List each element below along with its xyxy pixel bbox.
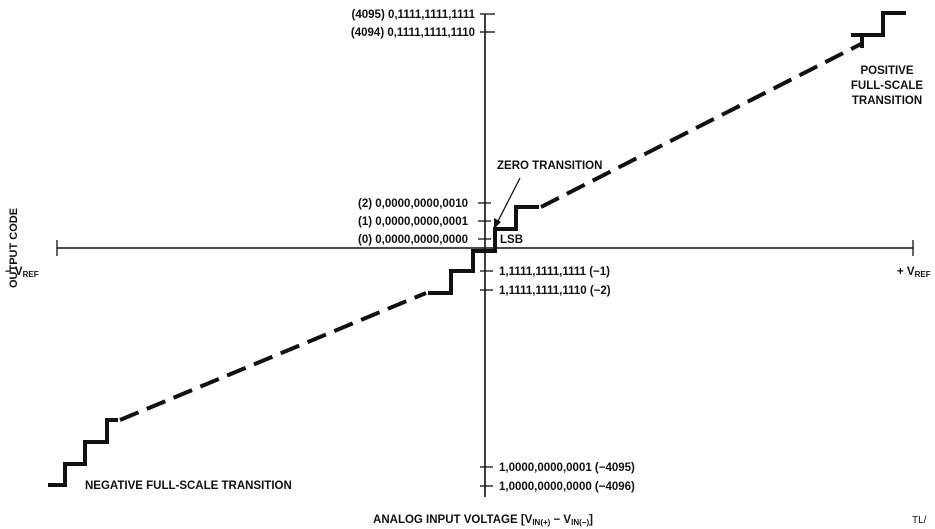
code-label-0: (0) 0,0000,0000,0000 (358, 234, 468, 246)
dashed-positive-segment (540, 42, 862, 209)
pos-vref-label: + VREF (897, 266, 931, 279)
code-label-4095: (4095) 0,1111,1111,1111 (352, 9, 476, 21)
positive-fs-label-line3: TRANSITION (852, 95, 922, 107)
lsb-label: LSB (500, 234, 523, 246)
neg-vref-label: − VREF (5, 266, 39, 279)
negative-fs-label: NEGATIVE FULL-SCALE TRANSITION (85, 480, 292, 492)
dashed-negative-segment (119, 291, 427, 422)
code-label-neg4095: 1,0000,0000,0001 (−4095) (499, 462, 635, 474)
staircase-positive-fs (851, 11, 906, 48)
y-axis-title: OUTPUT CODE (8, 208, 20, 288)
zero-transition-label: ZERO TRANSITION (497, 160, 602, 172)
x-axis-title: ANALOG INPUT VOLTAGE [VIN(+) − VIN(−)] (373, 514, 593, 527)
code-label-2: (2) 0,0000,0000,0010 (358, 198, 468, 210)
zero-transition-arrowhead (494, 218, 501, 229)
staircase-center (428, 205, 539, 295)
staircase-negative-fs (48, 418, 118, 487)
code-label-4094: (4094) 0,1111,1111,1110 (351, 27, 475, 39)
zero-transition-arrow-line (495, 177, 521, 226)
positive-fs-label-line2: FULL-SCALE (851, 80, 924, 92)
figure-ref-label: TL/ (912, 515, 927, 526)
positive-fs-label-line1: POSITIVE (860, 65, 913, 77)
code-label-neg4096: 1,0000,0000,0000 (−4096) (499, 481, 635, 493)
code-label-neg1: 1,1111,1111,1111 (−1) (499, 266, 610, 278)
code-label-1: (1) 0,0000,0000,0001 (358, 216, 469, 228)
code-label-neg2: 1,1111,1111,1110 (−2) (499, 285, 611, 297)
